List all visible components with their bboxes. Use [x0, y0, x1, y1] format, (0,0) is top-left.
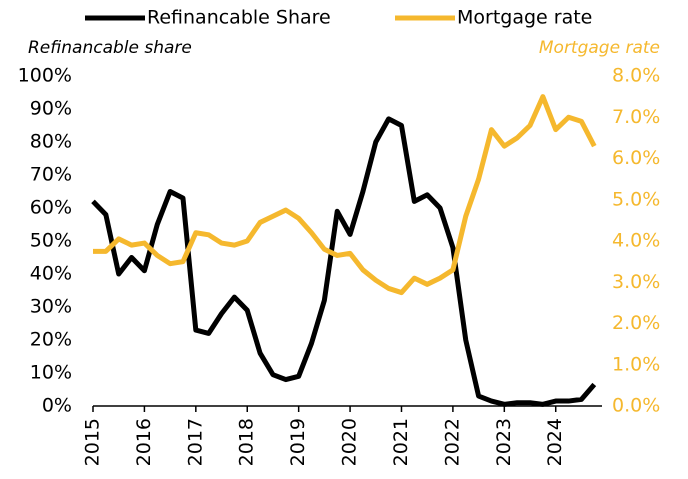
y2-tick-label: 2.0%	[612, 312, 660, 334]
x-tick-label: 2024	[544, 418, 566, 466]
line-series	[91, 116, 597, 407]
y-tick-label: 100%	[18, 65, 72, 87]
y-tick-label: 20%	[30, 329, 72, 351]
y2-axis-title: Mortgage rate	[539, 38, 660, 58]
y2-tick-label: 7.0%	[612, 106, 660, 128]
y2-tick-label: 1.0%	[612, 353, 660, 375]
x-tick-label: 2020	[339, 418, 361, 466]
x-tick-label: 2023	[493, 418, 515, 466]
y2-tick-label: 3.0%	[612, 271, 660, 293]
y-tick-label: 0%	[42, 395, 72, 417]
y-tick-label: 60%	[30, 197, 72, 219]
legend-label: Mortgage rate	[457, 7, 592, 29]
x-tick-label: 2015	[82, 418, 104, 466]
x-tick-label: 2021	[390, 418, 412, 466]
y-tick-label: 10%	[30, 362, 72, 384]
x-tick-label: 2018	[236, 418, 258, 466]
y2-tick-label: 4.0%	[612, 230, 660, 252]
x-tick-label: 2017	[184, 418, 206, 466]
y-tick-label: 30%	[30, 296, 72, 318]
line-series	[93, 94, 597, 296]
y2-tick-label: 5.0%	[612, 188, 660, 210]
y-tick-label: 40%	[30, 263, 72, 285]
y-tick-label: 80%	[30, 131, 72, 153]
legend-label: Refinancable Share	[147, 7, 331, 29]
y-axis-title: Refinancable share	[28, 38, 192, 58]
y-tick-label: 70%	[30, 164, 72, 186]
y2-tick-label: 6.0%	[612, 147, 660, 169]
x-tick-label: 2016	[133, 418, 155, 466]
y-tick-label: 90%	[30, 98, 72, 120]
x-tick-label: 2019	[287, 418, 309, 466]
y2-tick-label: 0.0%	[612, 395, 660, 417]
x-tick-label: 2022	[441, 418, 463, 466]
y-tick-label: 50%	[30, 230, 72, 252]
y2-tick-label: 8.0%	[612, 65, 660, 87]
